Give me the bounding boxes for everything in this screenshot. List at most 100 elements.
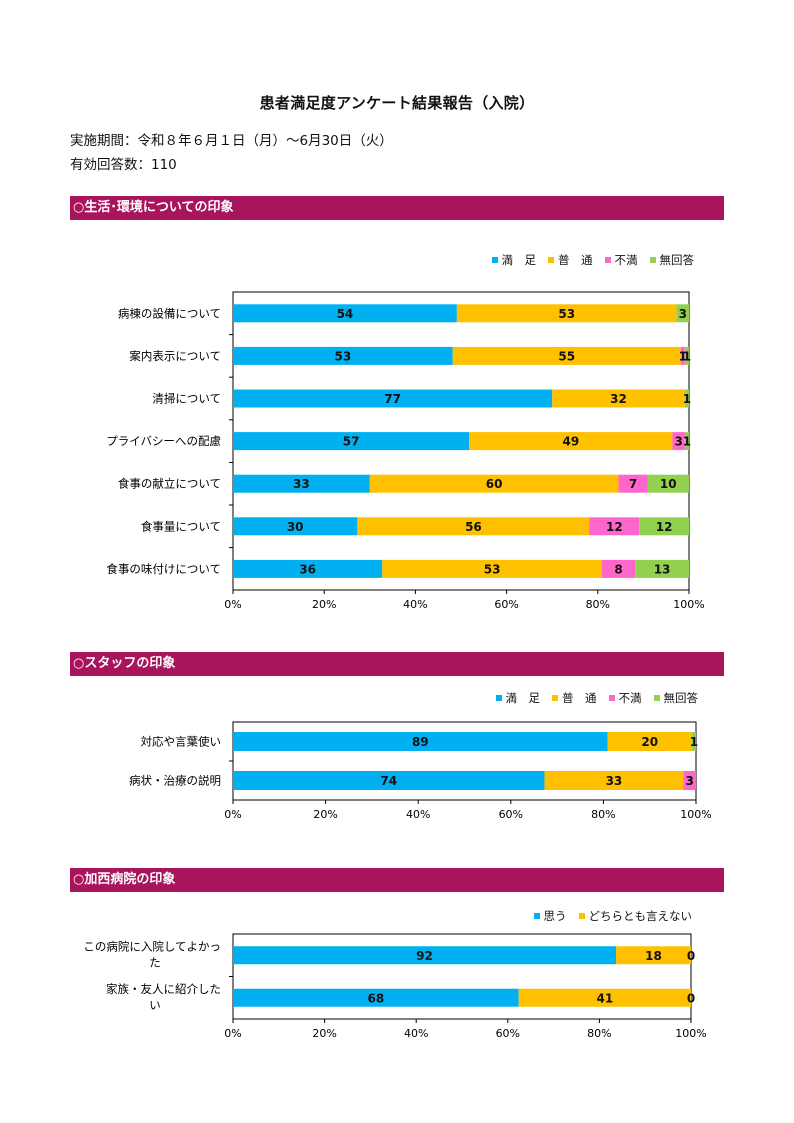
x-tick-label: 0% [224, 808, 241, 821]
bar-segment [469, 432, 673, 451]
legend-item: 無回答 [649, 252, 694, 268]
x-tick-label: 40% [404, 1027, 428, 1040]
bar-segment [233, 304, 457, 323]
category-label: 家族・友人に紹介した [106, 982, 221, 996]
valid-responses: 有効回答数：110 [70, 157, 177, 173]
section-heading-staff: ○スタッフの印象 [70, 652, 724, 676]
bar-segment [233, 732, 608, 751]
x-tick-label: 20% [312, 1027, 336, 1040]
legend-item: 不満 [604, 252, 638, 268]
bar-segment [233, 432, 470, 451]
data-label: 10 [660, 477, 677, 491]
legend-item: 無回答 [653, 690, 698, 706]
bar-segment [601, 559, 636, 578]
data-label: 33 [293, 477, 310, 491]
x-tick-label: 60% [494, 598, 518, 611]
data-label: 1 [679, 349, 687, 363]
legend-label: 満 足 [505, 691, 541, 705]
data-label: 7 [629, 477, 637, 491]
bar-segment [684, 389, 689, 408]
legend-item: 思う [533, 908, 567, 924]
bar-segment [233, 559, 383, 578]
data-label: 53 [558, 307, 575, 321]
category-label: 病棟の設備について [118, 306, 221, 320]
legend-swatch [548, 256, 554, 263]
data-label: 20 [641, 735, 658, 749]
legend-item: 満 足 [495, 690, 541, 706]
x-tick-label: 60% [496, 1027, 520, 1040]
bar-segment [357, 517, 590, 536]
data-label: 60 [486, 477, 503, 491]
bar-segment [684, 432, 689, 451]
legend-item: 満 足 [491, 252, 537, 268]
data-label: 1 [690, 735, 698, 749]
data-label: 1 [683, 392, 691, 406]
category-label: い [149, 998, 161, 1012]
legend-label: どちらとも言えない [588, 909, 693, 923]
data-label: 36 [299, 562, 316, 576]
legend-swatch [491, 256, 498, 263]
legend-item: 普 通 [552, 690, 597, 706]
bar-segment [382, 559, 602, 578]
data-label: 8 [614, 562, 622, 576]
data-label: 49 [563, 435, 580, 449]
bar-segment [676, 304, 689, 323]
bar-segment [684, 346, 689, 365]
category-label: プライバシーへの配慮 [106, 434, 221, 448]
x-tick-label: 20% [312, 598, 336, 611]
bar-segment [518, 988, 691, 1007]
x-tick-label: 100% [675, 1027, 706, 1040]
legend-label: 不満 [614, 253, 638, 267]
category-label: た [149, 955, 161, 969]
category-label: 対応や言葉使い [141, 735, 222, 749]
x-tick-label: 80% [591, 808, 615, 821]
bar-segment [452, 346, 681, 365]
bar-segment [672, 432, 685, 451]
data-label: 33 [606, 774, 623, 788]
bar-segment [639, 517, 689, 536]
data-label: 12 [606, 520, 623, 534]
legend-swatch [653, 694, 660, 701]
data-label: 53 [484, 562, 501, 576]
data-label: 3 [674, 435, 682, 449]
x-tick-label: 80% [587, 1027, 611, 1040]
legend-label: 不満 [618, 691, 642, 705]
category-label: 病状・治療の説明 [129, 774, 221, 788]
data-label: 0 [687, 949, 695, 963]
category-label: この病院に入院してよかっ [83, 939, 221, 953]
data-label: 56 [465, 520, 482, 534]
legend-item: 不満 [608, 690, 642, 706]
data-label: 53 [335, 349, 352, 363]
legend-swatch [495, 694, 502, 701]
x-tick-label: 60% [499, 808, 523, 821]
data-label: 13 [654, 562, 671, 576]
legend-item: どちらとも言えない [578, 908, 693, 924]
data-label: 54 [337, 307, 354, 321]
legend-label: 思う [543, 909, 567, 923]
bar-segment [691, 732, 696, 751]
bar-segment [233, 946, 617, 965]
legend-swatch [608, 694, 615, 701]
legend-label: 満 足 [501, 253, 537, 267]
legend-swatch [552, 694, 558, 701]
data-label: 89 [412, 735, 429, 749]
data-label: 74 [380, 774, 397, 788]
data-label: 77 [384, 392, 401, 406]
data-label: 1 [683, 435, 691, 449]
data-label: 57 [343, 435, 360, 449]
data-label: 18 [645, 949, 662, 963]
data-label: 12 [656, 520, 673, 534]
section-heading-hospital: ○加西病院の印象 [70, 868, 724, 892]
legend-item: 普 通 [548, 252, 593, 268]
chart-legend-hospital: 思う どちらとも言えない [522, 908, 693, 924]
legend-swatch [649, 256, 656, 263]
category-label: 食事量について [141, 519, 221, 533]
legend-label: 普 通 [558, 253, 593, 267]
bar-segment [647, 474, 689, 493]
data-label: 68 [368, 991, 385, 1005]
data-label: 92 [416, 949, 433, 963]
bar-segment [233, 988, 519, 1007]
chart-legend-staff: 満 足 普 通 不満 無回答 [484, 690, 698, 706]
bar-segment [369, 474, 619, 493]
